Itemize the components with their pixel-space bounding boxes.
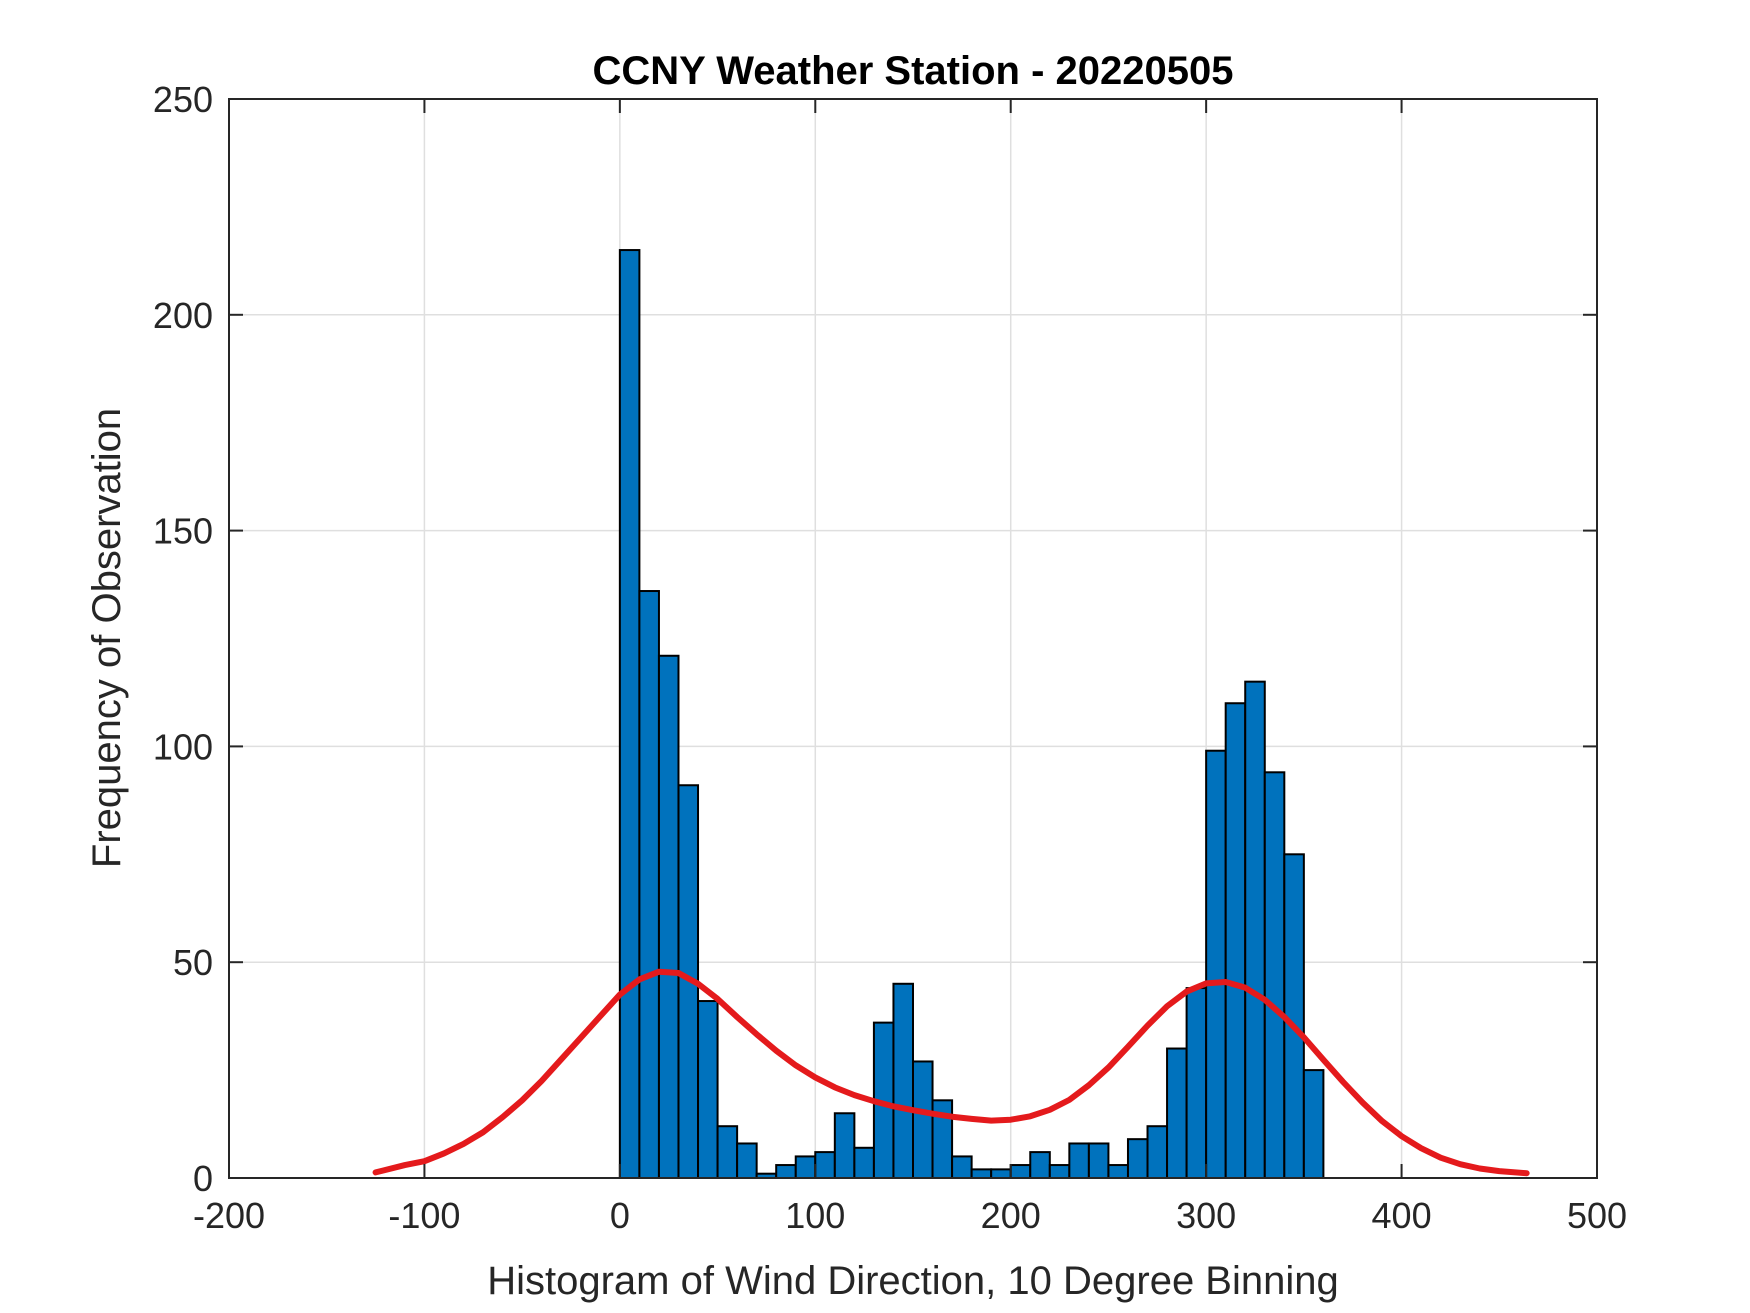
histogram-bar (1302, 1069, 1325, 1179)
histogram-bar (638, 590, 660, 1179)
histogram-bar (951, 1155, 973, 1180)
histogram-bar (1107, 1164, 1129, 1180)
histogram-bar (1029, 1151, 1051, 1180)
histogram-bar (736, 1142, 758, 1180)
histogram-bar (1068, 1142, 1090, 1180)
histogram-bar (990, 1168, 1012, 1180)
histogram-bar (657, 654, 680, 1179)
y-axis-label: Frequency of Observation (85, 408, 129, 868)
x-axis-label: Histogram of Wind Direction, 10 Degree B… (487, 1259, 1339, 1303)
axes-box (228, 98, 1598, 1179)
chart-title: CCNY Weather Station - 20220505 (593, 49, 1234, 93)
y-tick-label: 50 (173, 942, 213, 983)
x-tick-label: 200 (981, 1195, 1041, 1236)
histogram-bar (1009, 1164, 1032, 1180)
histogram-bar (833, 1112, 856, 1180)
histogram-bar (1146, 1125, 1169, 1180)
histogram-bar (892, 982, 915, 1180)
histogram-bar (1126, 1138, 1149, 1180)
y-tick-label: 200 (153, 295, 213, 336)
histogram-bar (1048, 1164, 1071, 1180)
y-tick-labels: 0 50 100 150 200 250 (153, 79, 213, 1199)
y-tick-label: 0 (193, 1158, 213, 1199)
x-tick-labels: -200 -100 0 100 200 300 400 500 (193, 1195, 1627, 1236)
x-tick-label: -100 (388, 1195, 460, 1236)
x-tick-label: 100 (785, 1195, 845, 1236)
y-tick-label: 150 (153, 511, 213, 552)
histogram-bar (618, 249, 641, 1179)
histogram-bar (970, 1168, 993, 1180)
y-tick-label: 250 (153, 79, 213, 120)
histogram-bar (794, 1155, 817, 1180)
histogram-bar (1185, 987, 1208, 1180)
x-tick-label: 300 (1176, 1195, 1236, 1236)
histogram-bar (1166, 1047, 1188, 1180)
x-tick-label: -200 (193, 1195, 265, 1236)
histogram-bar (775, 1164, 797, 1180)
histogram-bar (912, 1060, 934, 1180)
x-tick-label: 500 (1567, 1195, 1627, 1236)
histogram-bar (1205, 749, 1227, 1179)
fit-curve (372, 968, 1530, 1177)
histogram-bar (1244, 680, 1266, 1179)
x-tick-label: 400 (1372, 1195, 1432, 1236)
histogram-bar (697, 1000, 719, 1179)
histogram-bar (1224, 702, 1247, 1179)
x-tick-label: 0 (610, 1195, 630, 1236)
y-tick-label: 100 (153, 726, 213, 767)
histogram-bar (1263, 771, 1286, 1180)
histogram-bar (716, 1125, 739, 1180)
histogram-bar (1087, 1142, 1110, 1180)
histogram-bar (814, 1151, 836, 1180)
histogram-bar (853, 1146, 875, 1179)
